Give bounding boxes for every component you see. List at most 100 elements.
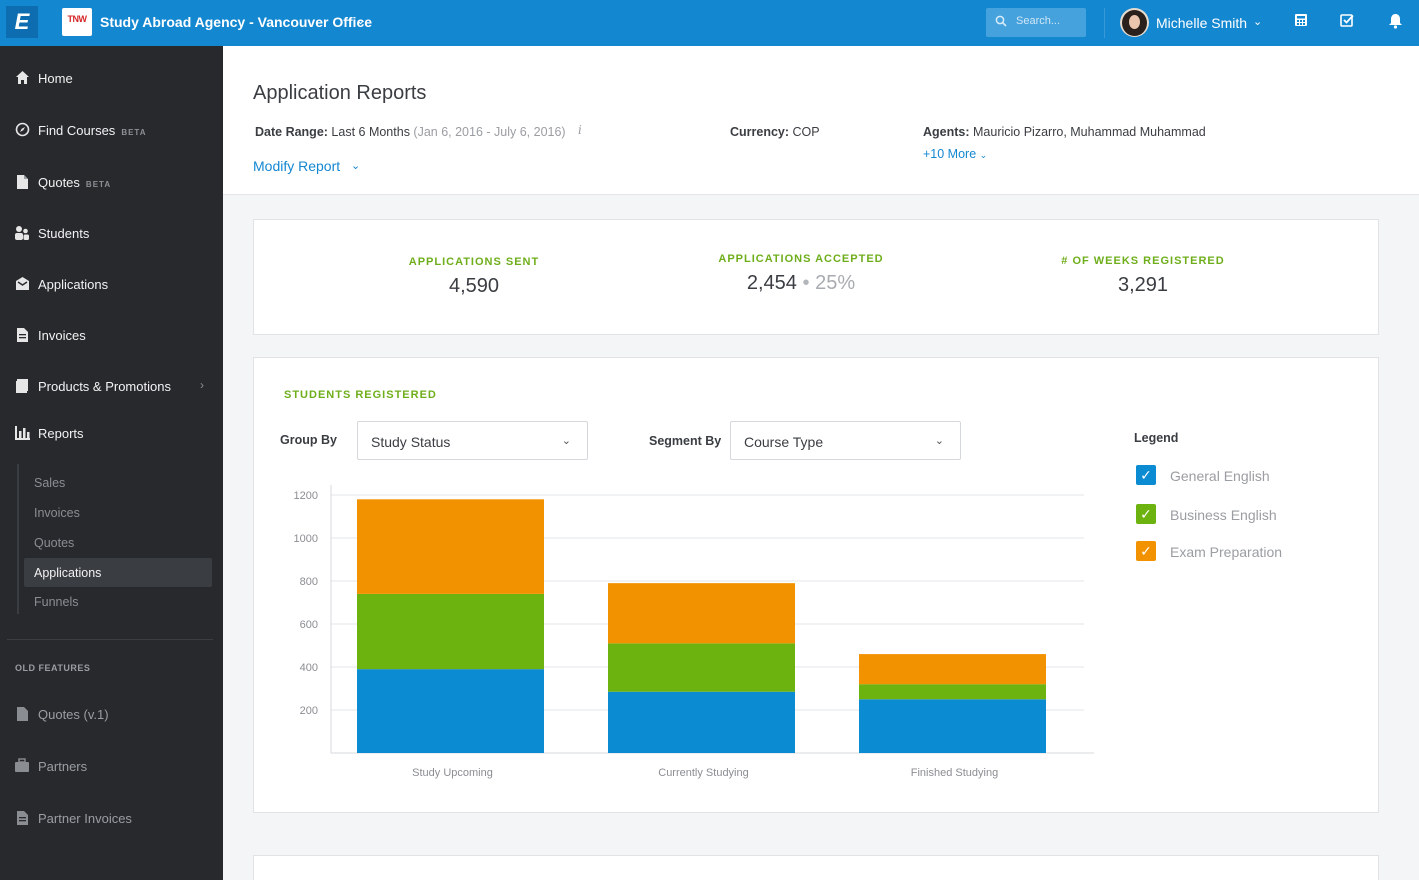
modify-report-button[interactable]: Modify Report — [253, 158, 341, 174]
agency-logo: TNW — [62, 8, 92, 36]
home-icon — [14, 70, 30, 86]
section-title: STUDENTS REGISTERED — [284, 389, 437, 401]
sidebar-item-home[interactable]: Home — [0, 63, 223, 93]
bar-chart-icon — [14, 425, 30, 441]
group-by-select[interactable]: Study Status ⌄ — [357, 421, 588, 460]
user-menu[interactable]: Michelle Smith — [1156, 15, 1248, 31]
report-header: Application Reports Date Range: Last 6 M… — [223, 46, 1419, 195]
sidebar-subitem-label: Sales — [34, 476, 66, 490]
bar-segment[interactable] — [357, 669, 544, 753]
y-tick-label: 200 — [300, 705, 318, 717]
calculator-icon[interactable] — [1291, 13, 1311, 31]
legend-label: General English — [1170, 468, 1270, 484]
chevron-down-icon: ⌄ — [979, 150, 988, 160]
stat-percent: 25% — [815, 272, 856, 294]
sidebar-item-label: Find Courses — [38, 123, 116, 138]
checkbox-checked-icon[interactable]: ✓ — [1136, 541, 1156, 561]
bar-segment[interactable] — [608, 691, 795, 753]
stat-value: 2,454 — [746, 272, 797, 294]
sidebar-item-quotes[interactable]: Quotes BETA — [0, 167, 223, 197]
sidebar-item-label: Reports — [38, 426, 84, 441]
sidebar-item-label: Applications — [38, 277, 109, 292]
legend-label: Business English — [1170, 507, 1277, 523]
top-bar: E TNW Study Abroad Agency - Vancouver Of… — [0, 0, 1419, 46]
sidebar-item-quotes-v1[interactable]: Quotes (v.1) — [0, 699, 223, 729]
sidebar-subitem-label: Funnels — [34, 595, 79, 609]
applications-icon — [14, 276, 30, 292]
beta-badge: BETA — [85, 180, 112, 189]
stat-label: # OF WEEKS REGISTERED — [1061, 255, 1225, 267]
checklist-icon[interactable] — [1337, 13, 1357, 32]
sidebar-subitem-invoices[interactable]: Invoices — [24, 498, 212, 527]
stat-value: 3,291 — [1117, 274, 1169, 296]
sidebar-item-invoices[interactable]: Invoices — [0, 320, 223, 350]
x-tick-label: Study Upcoming — [412, 767, 493, 779]
search-input[interactable] — [1016, 15, 1080, 27]
sidebar-item-label: Partners — [38, 759, 88, 774]
x-tick-label: Currently Studying — [658, 767, 749, 779]
sidebar-subitem-sales[interactable]: Sales — [24, 468, 212, 497]
stat-weeks-registered: # OF WEEKS REGISTERED 3,291 — [1033, 255, 1253, 297]
sidebar-item-partner-invoices[interactable]: Partner Invoices — [0, 803, 223, 833]
info-icon[interactable]: i — [578, 123, 582, 137]
sidebar-item-label: Quotes — [38, 175, 80, 190]
divider — [1104, 8, 1105, 38]
stat-label: APPLICATIONS SENT — [408, 256, 540, 268]
sidebar-item-find-courses[interactable]: Find Courses BETA — [0, 115, 223, 145]
document-icon — [14, 174, 30, 190]
bar-segment[interactable] — [859, 654, 1046, 685]
legend-item[interactable]: ✓ Exam Preparation — [1136, 541, 1356, 563]
bar-segment[interactable] — [357, 593, 544, 670]
agency-logo-text: TNW — [67, 14, 88, 24]
beta-badge: BETA — [121, 128, 147, 137]
checkbox-checked-icon[interactable]: ✓ — [1136, 465, 1156, 485]
sidebar-subitem-label: Applications — [34, 566, 102, 580]
bell-icon[interactable] — [1385, 13, 1405, 33]
old-features-heading: OLD FEATURES — [15, 663, 91, 673]
legend-item[interactable]: ✓ General English — [1136, 465, 1356, 487]
segment-by-select[interactable]: Course Type ⌄ — [730, 421, 961, 460]
legend-label: Exam Preparation — [1170, 544, 1283, 560]
bar-segment[interactable] — [859, 699, 1046, 753]
more-agents-link[interactable]: +10 More ⌄ — [923, 147, 988, 161]
briefcase-icon — [14, 758, 30, 774]
sidebar-item-label: Partner Invoices — [38, 811, 132, 826]
bar-segment[interactable] — [859, 684, 1046, 700]
sidebar: Home Find Courses BETA Quotes BETA Student… — [0, 46, 223, 880]
sidebar-item-students[interactable]: Students — [0, 218, 223, 248]
agency-switcher[interactable]: Study Abroad Agency - Vancouver Office — [100, 14, 373, 30]
document-icon — [14, 706, 30, 722]
chevron-right-icon: › — [200, 378, 204, 392]
sidebar-item-applications[interactable]: Applications — [0, 269, 223, 299]
chevron-down-icon[interactable]: ⌄ — [351, 160, 361, 172]
chevron-down-icon[interactable]: ⌄ — [1253, 16, 1263, 28]
students-icon — [14, 225, 30, 241]
chevron-down-icon: ⌄ — [561, 435, 571, 447]
compass-icon — [14, 122, 30, 138]
chevron-down-icon[interactable]: ⌄ — [356, 15, 366, 27]
stacked-bar-chart: 200 400 600 800 1000 1200 Study Upcoming Curren… — [294, 485, 1094, 779]
sidebar-subitem-quotes[interactable]: Quotes — [24, 528, 212, 557]
sidebar-item-products-promotions[interactable]: Products & Promotions › — [0, 371, 223, 401]
stat-separator: • — [802, 272, 810, 294]
search-box[interactable] — [986, 8, 1086, 37]
checkbox-checked-icon[interactable]: ✓ — [1136, 504, 1156, 524]
legend-title: Legend — [1134, 431, 1179, 445]
sidebar-item-reports[interactable]: Reports — [0, 418, 223, 448]
y-tick-label: 1200 — [294, 490, 318, 502]
avatar[interactable] — [1120, 8, 1149, 37]
bar-segment[interactable] — [357, 499, 544, 594]
stat-value: 4,590 — [448, 275, 500, 297]
agents: Agents: Mauricio Pizarro, Muhammad Muham… — [923, 125, 1206, 139]
sidebar-item-partners[interactable]: Partners — [0, 751, 223, 781]
sidebar-subitem-funnels[interactable]: Funnels — [24, 587, 212, 616]
submenu-rail — [17, 464, 19, 614]
group-by-value: Study Status — [371, 434, 451, 450]
sidebar-item-label: Products & Promotions — [38, 379, 171, 394]
sidebar-subitem-applications[interactable]: Applications — [24, 558, 212, 587]
app-logo[interactable]: E — [6, 6, 38, 38]
bar-segment[interactable] — [608, 583, 795, 644]
legend-item[interactable]: ✓ Business English — [1136, 504, 1356, 526]
bar-segment[interactable] — [608, 643, 795, 692]
y-tick-label: 400 — [300, 662, 318, 674]
